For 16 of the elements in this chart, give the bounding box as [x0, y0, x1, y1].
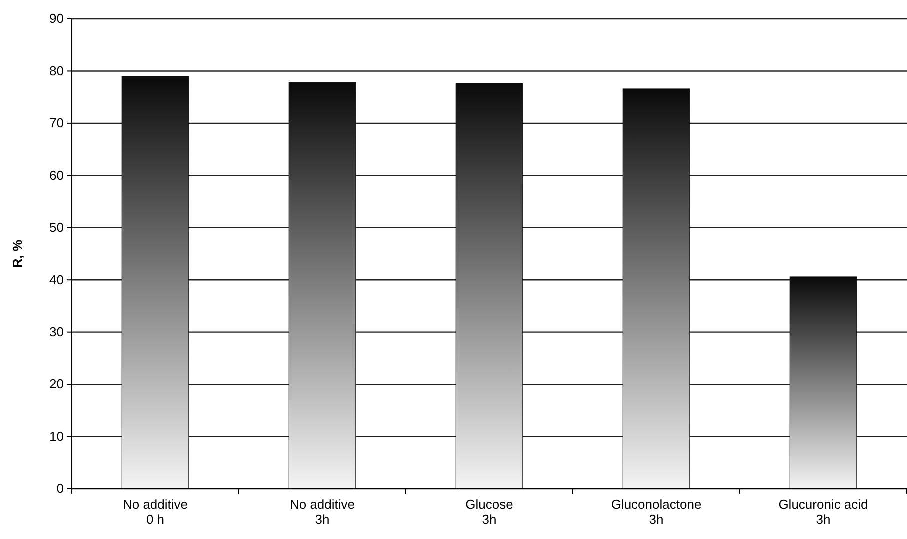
y-tick-label: 70 — [50, 116, 64, 131]
x-tick-label: No additive 3h — [290, 497, 356, 527]
y-tick-label: 50 — [50, 220, 64, 236]
y-tick-label: 60 — [50, 168, 64, 183]
y-tick-label: 90 — [50, 11, 64, 26]
x-tick-label: Glucuronic acid 3h — [778, 497, 868, 527]
x-tick-label: No additive 0 h — [122, 497, 188, 527]
y-tick-label: 30 — [50, 324, 64, 340]
y-tick-label: 10 — [50, 428, 64, 444]
y-tick-label: 0 — [56, 481, 64, 496]
y-tick-label: 80 — [50, 63, 64, 78]
x-tick-label: Glucose 3h — [466, 497, 514, 527]
y-tick-label: 40 — [50, 272, 64, 288]
x-tick-label: Gluconolactone 3h — [611, 497, 702, 527]
y-tick-label: 20 — [50, 376, 64, 392]
y-axis-title: R, % — [10, 239, 25, 268]
